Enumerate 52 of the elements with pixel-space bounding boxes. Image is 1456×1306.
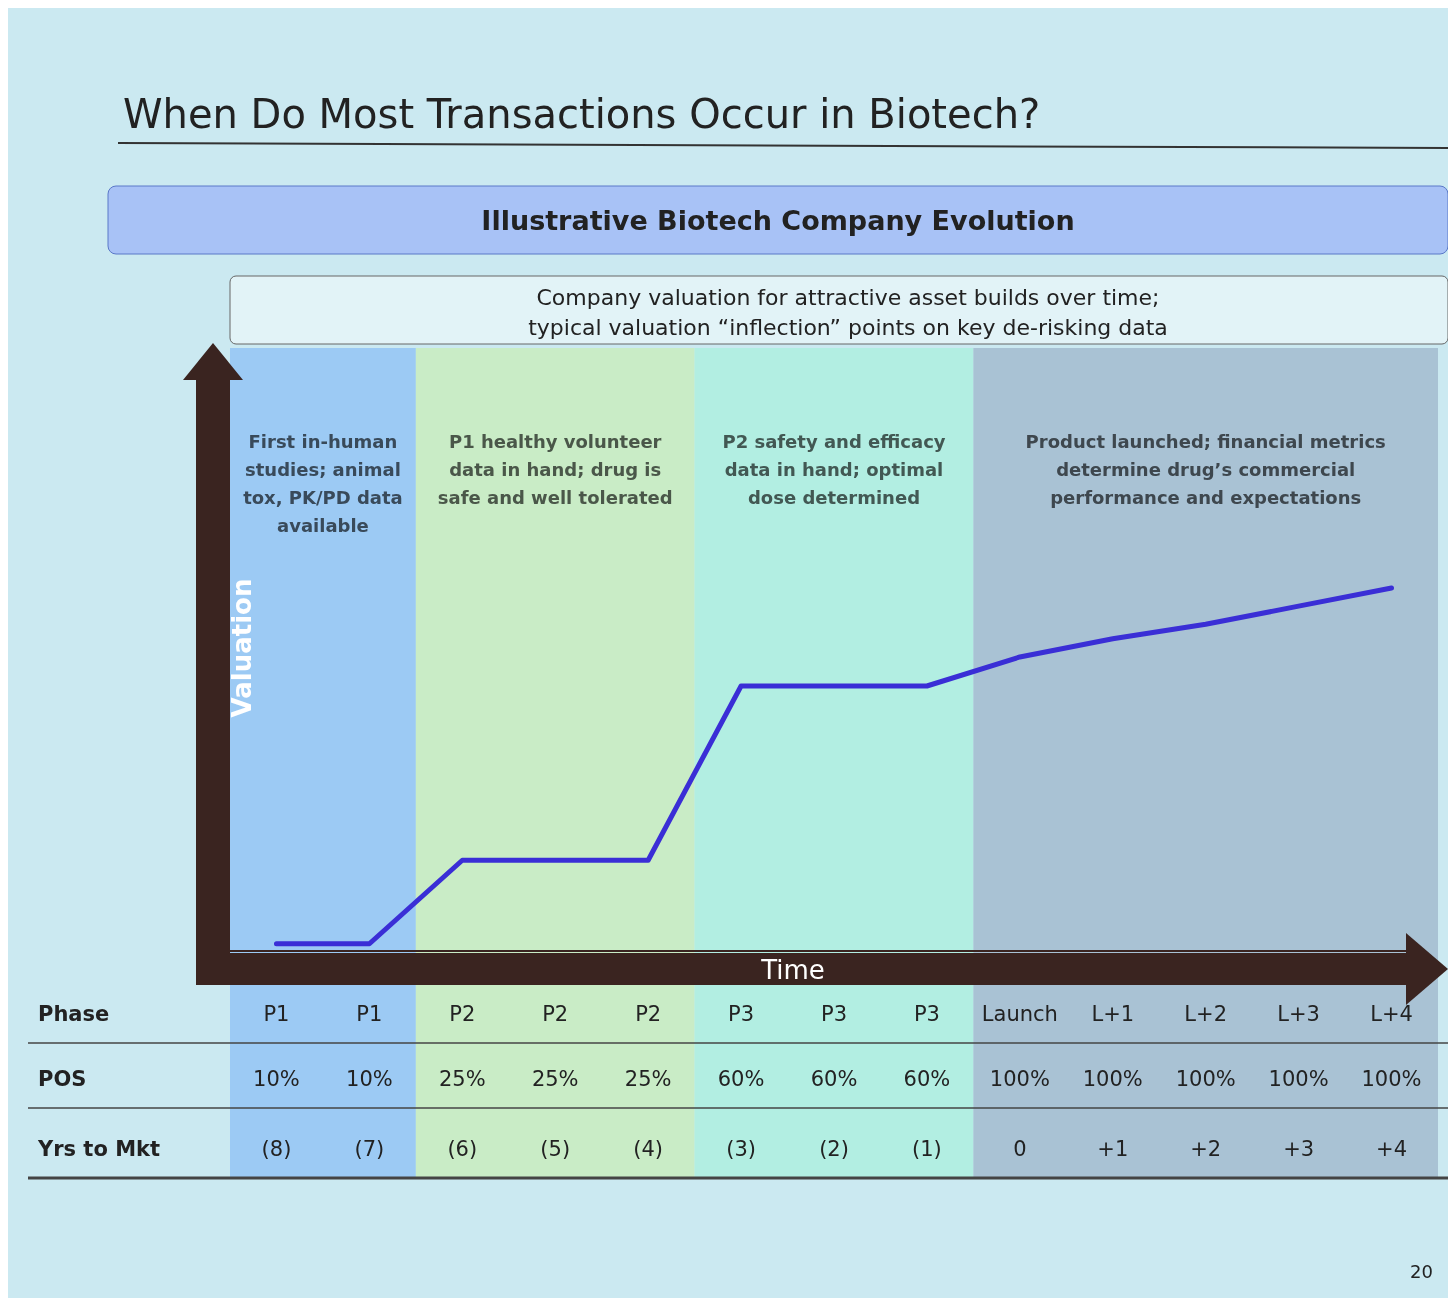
x-tick-label: (1)	[912, 1137, 942, 1161]
x-tick-label: (5)	[540, 1137, 571, 1161]
text: 25%	[438, 1067, 486, 1091]
text: L+1	[1091, 1002, 1135, 1026]
text: 100%	[1361, 1067, 1422, 1091]
text: P1	[356, 1002, 383, 1026]
text: P2	[542, 1002, 569, 1026]
text: P1	[263, 1002, 290, 1026]
x-tick-label: (8)	[261, 1137, 292, 1161]
text: P3	[820, 1002, 848, 1026]
x-tick-label: +4	[1376, 1137, 1408, 1161]
x-axis-title: Time	[760, 955, 825, 985]
band-label: P2 safety and efficacy data in hand; optimal dose determined	[722, 431, 946, 508]
text: 20	[1410, 1261, 1433, 1282]
text: 60%	[810, 1067, 858, 1091]
x-tick-label: +3	[1283, 1137, 1315, 1161]
x-tick-label: (2)	[819, 1137, 849, 1161]
text: POS	[38, 1067, 87, 1091]
text: Company valuation for attractive asset builds over time; typical valuation “inflection” points on key de-risking data	[528, 285, 1168, 340]
text: 100%	[1082, 1067, 1143, 1091]
text: 25%	[531, 1067, 579, 1091]
text: 100%	[1268, 1067, 1329, 1091]
chart-title: When Do Most Transactions Occur in Biotech?	[123, 91, 1041, 137]
band-label: P1 healthy volunteer data in hand; drug is safe and well tolerated	[437, 431, 673, 508]
x-tick-label: (4)	[633, 1137, 664, 1161]
text: Launch	[981, 1002, 1058, 1026]
text: P2	[449, 1002, 476, 1026]
text: 10%	[253, 1067, 300, 1091]
text: 60%	[717, 1067, 765, 1091]
text: L+4	[1370, 1002, 1413, 1026]
text: L+3	[1277, 1002, 1320, 1026]
text: 100%	[1175, 1067, 1236, 1091]
text: P3	[728, 1002, 755, 1026]
x-tick-label: +2	[1190, 1137, 1222, 1161]
text: L+2	[1184, 1002, 1228, 1026]
text: 25%	[624, 1067, 672, 1091]
x-tick-label: (7)	[354, 1137, 385, 1161]
text: Yrs to Mkt	[37, 1137, 161, 1161]
band-label: First in-human studies; animal tox, PK/PD data available	[243, 431, 403, 536]
x-tick-label: 0	[1013, 1137, 1027, 1161]
x-tick-label: +1	[1097, 1137, 1129, 1161]
text: 10%	[346, 1067, 393, 1091]
text: Phase	[38, 1002, 110, 1026]
band-label: Product launched; financial metrics determine drug’s commercial performance and expectations	[1025, 431, 1386, 508]
x-tick-label: (6)	[447, 1137, 478, 1161]
chart-subtitle: Illustrative Biotech Company Evolution	[481, 205, 1075, 236]
text: 60%	[903, 1067, 951, 1091]
text: P3	[913, 1002, 940, 1026]
text: 100%	[989, 1067, 1050, 1091]
text: P2	[635, 1002, 662, 1026]
x-tick-label: (3)	[726, 1137, 756, 1161]
y-axis-title: Valuation	[227, 578, 257, 718]
